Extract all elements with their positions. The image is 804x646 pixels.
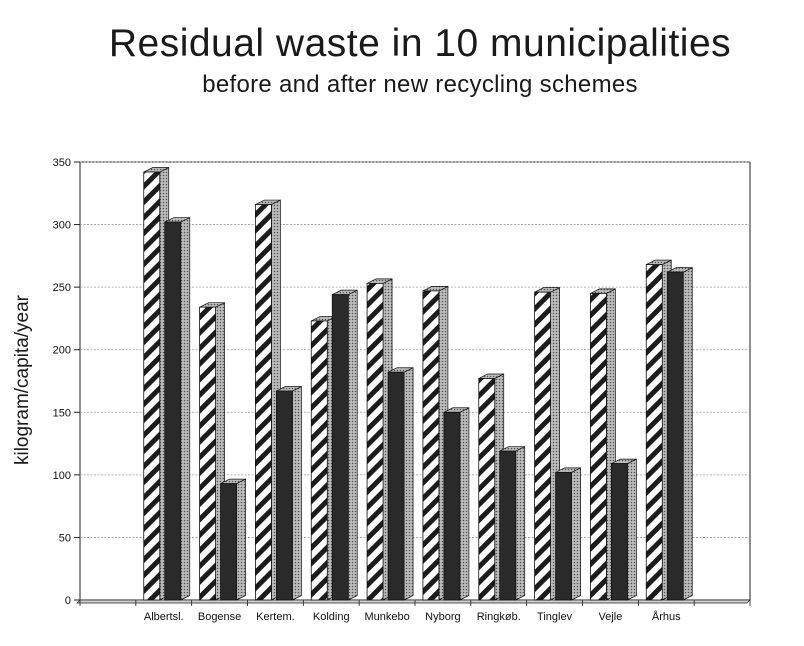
- bar-after-3-side: [347, 289, 358, 601]
- x-tick-label-0: Albertsl.: [144, 611, 184, 623]
- x-tick-label-6: Ringkøb.: [477, 611, 521, 623]
- chart-title: Residual waste in 10 municipalities: [108, 22, 732, 65]
- bar-after-4-side: [403, 367, 414, 601]
- bar-before-1: [199, 306, 216, 601]
- bar-after-9-side: [682, 267, 693, 601]
- bar-after-0-side: [180, 217, 191, 601]
- bar-after-2: [276, 390, 293, 601]
- bar-after-8: [611, 463, 628, 601]
- bar-after-1: [220, 483, 237, 601]
- bar-after-3: [331, 294, 349, 601]
- bar-after-2-side: [292, 385, 302, 601]
- bar-before-7: [534, 291, 551, 601]
- x-tick-label-8: Vejle: [598, 611, 622, 623]
- y-tick-label-300: 300: [53, 220, 71, 232]
- y-tick-label-0: 0: [65, 595, 71, 607]
- bar-before-5: [422, 290, 440, 601]
- y-tick-label-50: 50: [59, 532, 71, 544]
- y-tick-label-200: 200: [53, 345, 71, 357]
- bar-after-5: [443, 411, 461, 601]
- plot-floor: [76, 599, 751, 604]
- x-tick-label-2: Kertem.: [256, 611, 295, 623]
- bar-before-2: [255, 204, 272, 601]
- bar-after-0: [164, 221, 182, 601]
- bar-before-9: [645, 264, 663, 601]
- x-tick-label-4: Munkebo: [364, 611, 409, 623]
- bar-before-3: [310, 320, 328, 601]
- bar-before-8: [590, 292, 607, 601]
- bar-after-7: [555, 471, 572, 601]
- x-tick-label-1: Bogense: [198, 611, 241, 623]
- bar-before-4: [366, 282, 384, 601]
- bar-after-7-side: [571, 467, 581, 601]
- y-tick-label-150: 150: [53, 407, 71, 419]
- bar-after-5-side: [459, 407, 470, 601]
- bar-after-6-side: [515, 446, 526, 601]
- bar-after-6: [499, 450, 517, 601]
- bar-after-9: [666, 271, 684, 601]
- y-tick-label-100: 100: [53, 470, 71, 482]
- x-tick-label-7: Tinglev: [537, 611, 573, 623]
- bar-after-8-side: [627, 458, 637, 601]
- bar-after-1-side: [236, 478, 246, 601]
- x-tick-label-5: Nyborg: [425, 611, 460, 623]
- y-tick-label-250: 250: [53, 282, 71, 294]
- chart-subtitle: before and after new recycling schemes: [202, 71, 638, 98]
- bar-after-4: [387, 371, 405, 601]
- y-tick-label-350: 350: [53, 157, 71, 169]
- bar-before-0: [143, 171, 161, 601]
- bar-before-6: [478, 378, 496, 601]
- x-tick-label-3: Kolding: [313, 611, 350, 623]
- x-tick-label-9: Århus: [652, 610, 681, 623]
